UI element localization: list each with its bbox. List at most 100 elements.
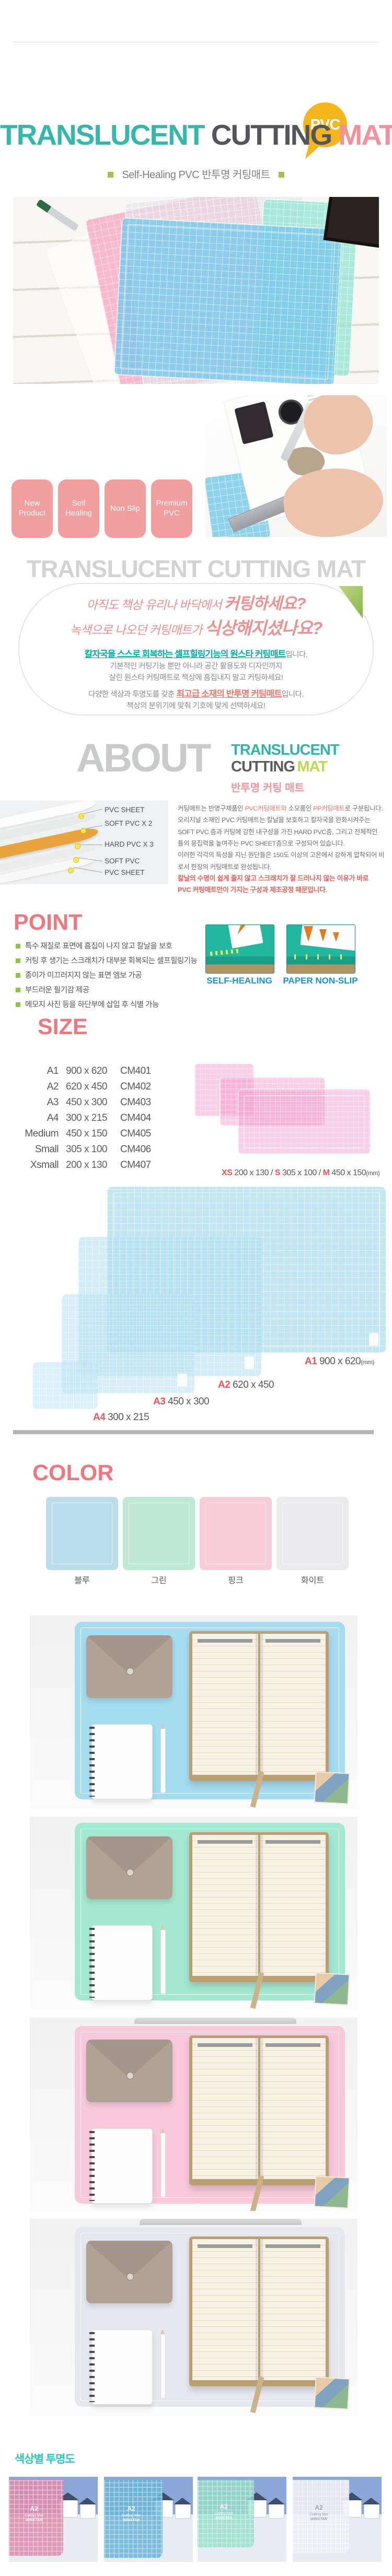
size-table-row: A1 900 x 620 CM401 — [16, 1065, 151, 1077]
hero-mat-blue — [113, 217, 342, 384]
feature-badge-premium-pvc: Premium PVC — [151, 479, 192, 538]
lifestyle-photo-blue — [30, 1615, 358, 1809]
size-dims: 200 x 130 — [66, 1160, 107, 1170]
transparency-heading: 색상별 투명도 — [15, 2453, 75, 2465]
pouch-button — [126, 1869, 134, 1877]
pencil-tip — [160, 2329, 165, 2334]
spiral-notebook — [89, 2128, 153, 2204]
diagram-label-a3: A3 450 x 300 — [153, 1396, 210, 1408]
leather-pouch — [86, 2040, 172, 2102]
mini-house — [80, 2504, 96, 2519]
spiral-binding — [89, 1727, 95, 1797]
pvc-bubble-badge: PVC — [303, 102, 347, 147]
illus-press-arrow — [304, 926, 313, 942]
badge-line: New — [24, 499, 40, 508]
pouch-button — [126, 2273, 134, 2281]
caption-s-dims: 305 x 100 / — [280, 1168, 323, 1177]
pencil-tip — [160, 1925, 165, 1930]
feature-badge-self-healing: Self Healing — [58, 479, 99, 538]
diagram-mat-a1-chip — [369, 1333, 378, 1345]
hero-mat-blue-frame — [120, 224, 336, 380]
intro-em-line-1: 칼자국을 스스로 회복하는 셀프힐링기능의 원스타 커팅매트입니다. — [0, 647, 392, 660]
page-subtitle: Self-Healing PVC 반투명 커팅매트 — [0, 166, 392, 181]
script1-emphasis: 커팅하세요? — [224, 594, 306, 613]
pencil — [160, 2128, 166, 2197]
about-paragraph-5: PVC 커팅매트만이 가지는 구성과 제조공정 때문입니다. — [178, 885, 327, 894]
pouch-flap — [86, 2241, 172, 2280]
paper-non-slip-illustration — [286, 924, 355, 974]
point-bullet: 커팅 후 생기는 스크래치가 대부분 회복되는 셀프힐링기능 — [16, 955, 198, 966]
diagram-label-a2: A2 620 x 450 — [218, 1379, 274, 1391]
pencil — [160, 1925, 166, 1994]
small-mat-m-frame — [244, 1095, 364, 1148]
hero-photo-mats — [13, 197, 379, 384]
caption-m-dims: 450 x 150 — [329, 1168, 366, 1177]
transparency-sample-blue: A2 Cutting Mat WINSTAR — [104, 2477, 193, 2562]
mini-house — [364, 2504, 379, 2519]
pouch-button — [126, 2072, 134, 2080]
laptop-edge — [134, 2018, 296, 2024]
layer-label-3: HARD PVC X 3 — [105, 840, 154, 848]
diagram-label-a1: A1 900 x 620(mm) — [305, 1356, 375, 1367]
size-dims: 620 x 450 — [66, 1081, 107, 1092]
title-translucent: TRANSLUCENT — [0, 119, 205, 151]
spiral-notebook — [89, 1925, 153, 2000]
diagram-mat-a2-chip — [245, 1356, 254, 1369]
self-healing-illustration — [205, 924, 274, 974]
pouch-button — [126, 1668, 134, 1676]
spiral-notebook — [89, 1724, 153, 1799]
open-diary — [189, 1832, 329, 1982]
intro-em2-suffix: 입니다. — [281, 690, 304, 699]
diagram-mat-a4 — [32, 1362, 98, 1409]
about-paragraph-4: 칼날의 수명이 쉽게 줄지 않고 스크래치가 잘 드러나지 않는 이유가 바로 — [178, 874, 369, 882]
illus-press-arrow — [319, 929, 327, 942]
size-heading: SIZE — [38, 1014, 88, 1039]
layer-connector — [86, 825, 102, 829]
mini-mat-size: A2 — [127, 2505, 135, 2512]
pvc-bubble-label: PVC — [310, 116, 341, 133]
diary-spine — [255, 1835, 263, 1976]
leather-pouch — [86, 1635, 172, 1698]
intro-script-line-1: 아직도 책상 유리나 바닥에서 커팅하세요? — [0, 590, 392, 614]
p1-em2: PP커팅매트 — [313, 805, 345, 812]
mini-house — [175, 2504, 191, 2519]
bullet-square-icon — [16, 988, 20, 992]
point-heading: POINT — [14, 910, 83, 935]
mini-mat-text: A2 Cutting Mat WINSTAR — [293, 2504, 349, 2522]
intro-body-2: 살린 원스타 커팅매트로 책상에 흠집내지 말고 커팅하세요! — [109, 674, 283, 682]
bullet-square-icon — [16, 944, 20, 949]
mini-mat-size: A2 — [315, 2504, 323, 2511]
color-swatch-green — [123, 1497, 195, 1570]
size-name: A1 — [47, 1065, 59, 1076]
diagram-label-a4: A4 300 x 215 — [93, 1412, 149, 1423]
layer-connector — [84, 809, 102, 814]
about-title-mat: MAT — [297, 758, 328, 775]
bullet-text: 부드러운 필기감 제공 — [25, 986, 89, 994]
postcard — [314, 1972, 350, 2006]
p1-mid: 소모품인 — [286, 805, 314, 812]
about-title-cutting: CUTTING — [231, 758, 295, 775]
diary-header-bar — [265, 1840, 320, 1844]
intro-em-line-2: 다양한 색상과 투명도를 갖춘 최고급 소재의 반투명 커팅매트입니다. — [0, 686, 392, 699]
bullet-text: 메모지 사진 등을 하단부에 삽입 후 식별 가능 — [25, 1001, 159, 1009]
pencil — [160, 2329, 166, 2398]
mini-mat-name: Cutting Mat — [214, 2511, 233, 2515]
badge-line: PVC — [164, 509, 180, 518]
open-diary — [189, 1631, 329, 1781]
mini-mat-size: A2 — [220, 2503, 228, 2510]
leather-pouch — [86, 1836, 172, 1899]
layer-label-4: SOFT PVC — [105, 857, 140, 865]
swatch-frame — [282, 1503, 343, 1564]
size-name: Xsmall — [30, 1160, 59, 1170]
magazine-photo — [234, 401, 274, 444]
size-dims: 305 x 100 — [66, 1144, 107, 1155]
badge-line: Product — [18, 509, 46, 518]
transparency-sample-pink: A2 Cutting Mat WINSTAR — [9, 2477, 98, 2562]
about-paragraph-1: 커팅매트는 반영구제품인 PVC커팅매트와 소모품인 PP커팅매트로 구분됩니다… — [178, 803, 385, 814]
diary-spine — [255, 2038, 263, 2179]
size-dims: 300 x 215 — [66, 1113, 107, 1123]
a4-dims: 300 x 215 — [105, 1412, 149, 1423]
mini-mat-brand: WINSTAR — [310, 2517, 328, 2521]
intro-em1-text: 칼자국을 스스로 회복하는 셀프힐링기능의 원스타 커팅매트 — [84, 649, 286, 659]
diary-header-bar — [198, 1639, 253, 1643]
